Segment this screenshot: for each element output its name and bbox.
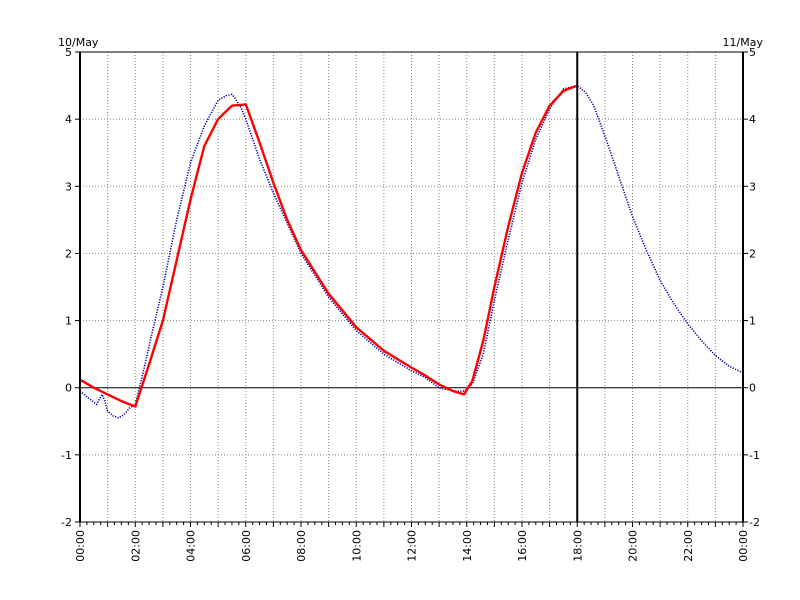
x-tick-label: 06:00: [240, 530, 253, 562]
grid: [80, 52, 743, 522]
y-tick-label-right: 0: [749, 382, 756, 395]
y-tick-label-right: -2: [749, 516, 760, 529]
x-tick-label: 00:00: [737, 530, 750, 562]
axes: 5 54 43 32 21 10 0-1 -1-2 -200:00 02:00 04:00 06:00…: [61, 46, 760, 562]
y-tick-label-left: -2: [61, 516, 72, 529]
y-tick-label-left: 2: [65, 247, 72, 260]
y-tick-label-left: 1: [65, 315, 72, 328]
y-tick-label-left: -1: [61, 449, 72, 462]
x-tick-label: 16:00: [516, 530, 529, 562]
x-tick-label: 20:00: [627, 530, 640, 562]
y-tick-label-right: 5: [749, 46, 756, 59]
x-tick-label: 08:00: [295, 530, 308, 562]
y-tick-label-right: 1: [749, 315, 756, 328]
y-tick-label-left: 3: [65, 180, 72, 193]
y-tick-label-left: 5: [65, 46, 72, 59]
series-group: [79, 84, 744, 419]
y-tick-label-left: 4: [65, 113, 72, 126]
date-label-left: 10/May: [58, 36, 99, 49]
y-tick-label-right: 3: [749, 180, 756, 193]
date-label-right: 11/May: [723, 36, 764, 49]
x-tick-label: 22:00: [682, 530, 695, 562]
x-tick-label: 12:00: [406, 530, 419, 562]
x-tick-label: 18:00: [571, 530, 584, 562]
x-tick-label: 04:00: [185, 530, 198, 562]
y-tick-label-right: 4: [749, 113, 756, 126]
x-tick-label: 00:00: [74, 530, 87, 562]
x-tick-label: 10:00: [350, 530, 363, 562]
series-line-2: [79, 84, 578, 408]
y-tick-label-right: -1: [749, 449, 760, 462]
y-tick-label-right: 2: [749, 247, 756, 260]
x-tick-label: 14:00: [461, 530, 474, 562]
y-tick-label-left: 0: [65, 382, 72, 395]
x-tick-label: 02:00: [129, 530, 142, 562]
